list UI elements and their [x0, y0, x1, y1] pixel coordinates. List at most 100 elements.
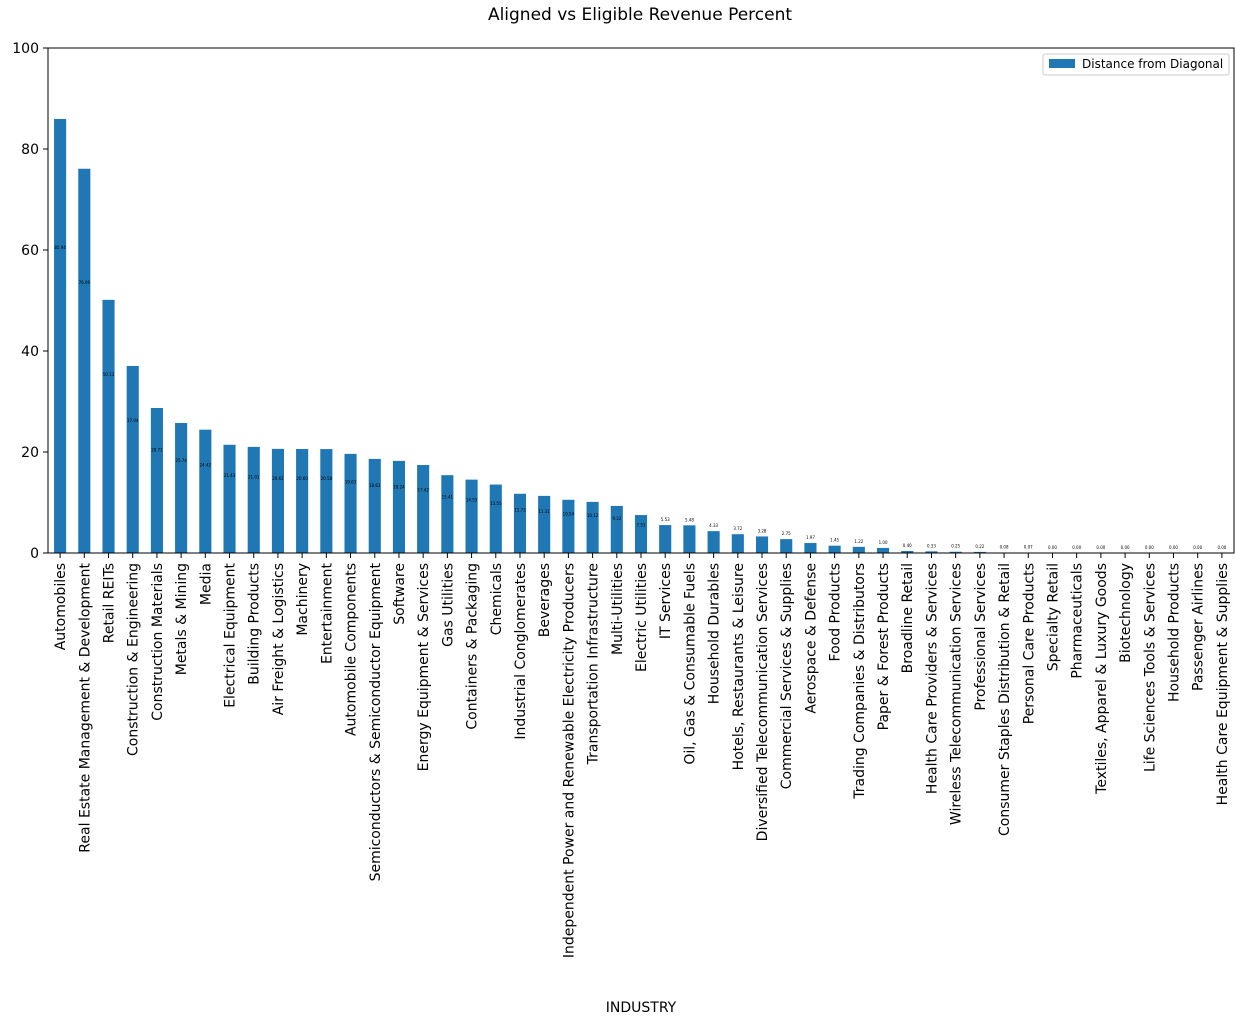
data-label: 20.60 [296, 476, 308, 481]
data-label: 13.55 [490, 501, 502, 506]
y-tick-label: 40 [21, 344, 39, 360]
x-tick-label: Personal Care Products [1021, 563, 1037, 724]
data-label: 11.31 [538, 509, 550, 514]
bar [127, 366, 139, 553]
x-tick-label: Paper & Forest Products [876, 563, 892, 730]
bar [441, 475, 453, 553]
bar [635, 515, 647, 553]
x-tick-label: Retail REITs [102, 563, 118, 643]
x-axis-label: INDUSTRY [606, 1000, 677, 1016]
x-tick-label: Commercial Services & Supplies [779, 563, 795, 789]
x-tick-label: Wireless Telecommunication Services [949, 563, 965, 825]
x-tick-label: Building Products [247, 563, 263, 685]
x-tick-label: Life Sciences Tools & Services [1142, 563, 1158, 772]
x-tick-label: Entertainment [319, 562, 335, 664]
data-label: 0.22 [975, 544, 984, 549]
bar [732, 534, 744, 553]
x-tick-label: Automobile Components [344, 563, 360, 736]
x-tick-label: Beverages [537, 563, 553, 637]
bar [199, 430, 211, 553]
x-tick-label: Food Products [828, 563, 844, 661]
bar [296, 449, 308, 553]
data-label: 10.54 [563, 512, 575, 517]
data-label: 18.63 [369, 483, 381, 488]
data-label: 0.00 [1193, 545, 1202, 550]
x-tick-label: Electrical Equipment [223, 562, 239, 707]
x-tick-label: Software [392, 563, 408, 625]
data-label: 0.25 [951, 544, 960, 549]
bar [538, 496, 550, 553]
bar [829, 546, 841, 553]
x-tick-label: Aerospace & Defense [803, 563, 819, 714]
data-label: 9.32 [612, 516, 621, 521]
data-label: 0.00 [1217, 545, 1226, 550]
bar [708, 531, 720, 553]
data-label: 85.94 [54, 245, 66, 250]
x-tick-label: Electric Utilities [634, 563, 650, 672]
y-tick-label: 60 [21, 243, 39, 259]
bar [683, 525, 695, 553]
data-label: 19.63 [345, 480, 357, 485]
data-label: 0.00 [1048, 545, 1057, 550]
chart-title: Aligned vs Eligible Revenue Percent [488, 5, 792, 25]
bar [490, 485, 502, 553]
bar [369, 459, 381, 553]
bar [417, 465, 429, 553]
x-tick-label: Household Products [1166, 563, 1182, 702]
data-label: 21.43 [224, 473, 236, 478]
data-label: 10.12 [587, 513, 599, 518]
x-tick-label: Construction Materials [150, 563, 166, 721]
x-tick-label: Real Estate Management & Development [77, 562, 93, 852]
y-tick-label: 20 [21, 445, 39, 461]
x-tick-label: Energy Equipment & Services [416, 563, 432, 771]
data-label: 15.41 [442, 495, 454, 500]
x-tick-label: Specialty Retail [1045, 563, 1061, 671]
bar [514, 494, 526, 553]
data-label: 0.00 [1072, 545, 1081, 550]
data-label: 20.58 [321, 476, 333, 481]
x-tick-label: Metals & Mining [174, 563, 190, 675]
data-label: 18.24 [393, 485, 405, 490]
x-tick-label: Containers & Packaging [465, 563, 481, 730]
bar [466, 480, 478, 553]
legend-swatch [1049, 59, 1075, 68]
x-tick-label: Independent Power and Renewable Electric… [561, 563, 577, 958]
data-label: 0.08 [1000, 545, 1009, 550]
x-tick-label: Construction & Engineering [126, 563, 142, 756]
data-label: 21.01 [248, 475, 260, 480]
bar [248, 447, 260, 553]
bar [175, 423, 187, 553]
x-tick-label: Semiconductors & Semiconductor Equipment [368, 562, 384, 881]
x-tick-label: Biotechnology [1118, 563, 1134, 663]
x-tick-label: Passenger Airlines [1191, 563, 1207, 691]
x-tick-label: Household Durables [707, 563, 723, 704]
data-label: 37.04 [127, 418, 139, 423]
bar [804, 543, 816, 553]
x-tick-label: Consumer Staples Distribution & Retail [997, 563, 1013, 836]
x-tick-label: Chemicals [489, 563, 505, 635]
bar [345, 454, 357, 553]
data-label: 76.09 [79, 280, 91, 285]
x-tick-label: Multi-Utilities [610, 563, 626, 655]
data-label: 2.75 [782, 531, 791, 536]
bar [78, 169, 90, 553]
data-label: 1.45 [830, 538, 839, 543]
bar [562, 500, 574, 553]
x-tick-label: Gas Utilities [440, 563, 456, 647]
data-label: 25.74 [175, 458, 187, 463]
x-tick-label: Textiles, Apparel & Luxury Goods [1094, 563, 1110, 795]
x-tick-label: Oil, Gas & Consumable Fuels [682, 563, 698, 765]
x-tick-label: Health Care Equipment & Supplies [1215, 563, 1231, 805]
x-tick-label: Pharmaceuticals [1070, 563, 1086, 679]
bar [393, 461, 405, 553]
data-label: 0.33 [927, 543, 936, 548]
legend-label: Distance from Diagonal [1082, 57, 1223, 71]
bar [659, 525, 671, 553]
data-label: 50.13 [103, 372, 115, 377]
bar [780, 539, 792, 553]
x-tick-label: Air Freight & Logistics [271, 563, 287, 715]
data-label: 0.07 [1024, 545, 1033, 550]
x-tick-label: Media [198, 563, 214, 605]
bar [587, 502, 599, 553]
